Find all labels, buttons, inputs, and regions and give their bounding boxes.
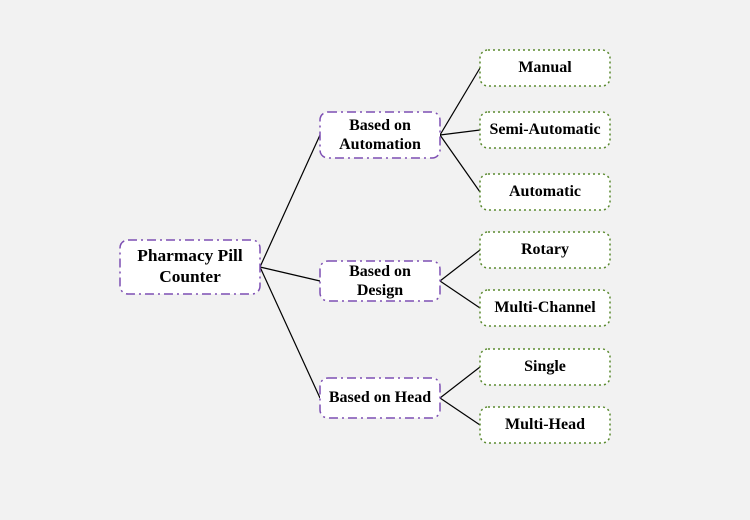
edge (260, 267, 320, 281)
edge (440, 281, 480, 308)
node-head: Based on Head (320, 378, 440, 418)
node-multihead: Multi-Head (480, 407, 610, 443)
node-label: Automatic (509, 182, 581, 201)
node-label: Pharmacy Pill Counter (126, 246, 254, 288)
node-label: Based on Design (326, 262, 434, 300)
node-multichannel: Multi-Channel (480, 290, 610, 326)
node-root: Pharmacy Pill Counter (120, 240, 260, 294)
node-automation: Based on Automation (320, 112, 440, 158)
edge (260, 267, 320, 398)
node-label: Based on Head (329, 388, 431, 407)
node-rotary: Rotary (480, 232, 610, 268)
node-label: Single (524, 357, 566, 376)
edge (440, 250, 480, 281)
edge (440, 367, 480, 398)
node-semi: Semi-Automatic (480, 112, 610, 148)
edge (440, 135, 480, 192)
node-label: Semi-Automatic (489, 120, 600, 139)
node-single: Single (480, 349, 610, 385)
node-design: Based on Design (320, 261, 440, 301)
node-label: Multi-Head (505, 415, 585, 434)
node-label: Multi-Channel (494, 298, 595, 317)
edge (440, 68, 480, 135)
node-auto: Automatic (480, 174, 610, 210)
diagram-canvas: Pharmacy Pill Counter Based on Automation… (0, 0, 750, 520)
edge (440, 398, 480, 425)
node-manual: Manual (480, 50, 610, 86)
node-label: Based on Automation (326, 116, 434, 154)
edge (260, 135, 320, 267)
edge (440, 130, 480, 135)
node-label: Rotary (521, 240, 569, 259)
node-label: Manual (518, 58, 571, 77)
connector-layer (0, 0, 750, 520)
